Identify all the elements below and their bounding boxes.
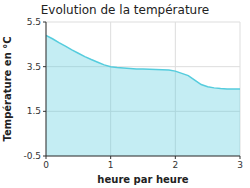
grid-line-y (46, 22, 240, 23)
y-axis-line (46, 22, 47, 156)
x-tick-label: 3 (237, 160, 243, 170)
chart: 0 1 2 3 -0.5 1.5 3.5 5.5 heure par heure Températ… (0, 0, 250, 188)
x-axis-label: heure par heure (97, 174, 188, 185)
plot-area (46, 35, 240, 156)
y-tick (43, 111, 46, 112)
x-tick (175, 156, 176, 159)
y-tick-label: 5.5 (27, 17, 41, 27)
x-tick-label: 2 (172, 160, 178, 170)
line (46, 35, 240, 89)
x-tick-label: 0 (43, 160, 49, 170)
axes: 0 1 2 3 -0.5 1.5 3.5 5.5 (23, 17, 242, 170)
y-tick-label: -0.5 (23, 151, 41, 161)
x-tick-label: 1 (108, 160, 114, 170)
grid-line-y (46, 156, 240, 157)
y-tick (43, 66, 46, 67)
y-tick (43, 22, 46, 23)
y-tick-label: 1.5 (27, 106, 41, 116)
x-tick (110, 156, 111, 159)
grid-line-x (46, 22, 47, 156)
area-fill (46, 35, 240, 156)
y-tick-label: 3.5 (27, 62, 41, 72)
grid (46, 22, 240, 156)
y-tick (43, 156, 46, 157)
title: Evolution de la température (41, 3, 210, 17)
x-tick (240, 156, 241, 159)
y-axis-label: Température en °C (2, 36, 13, 141)
x-axis-line (46, 156, 240, 157)
